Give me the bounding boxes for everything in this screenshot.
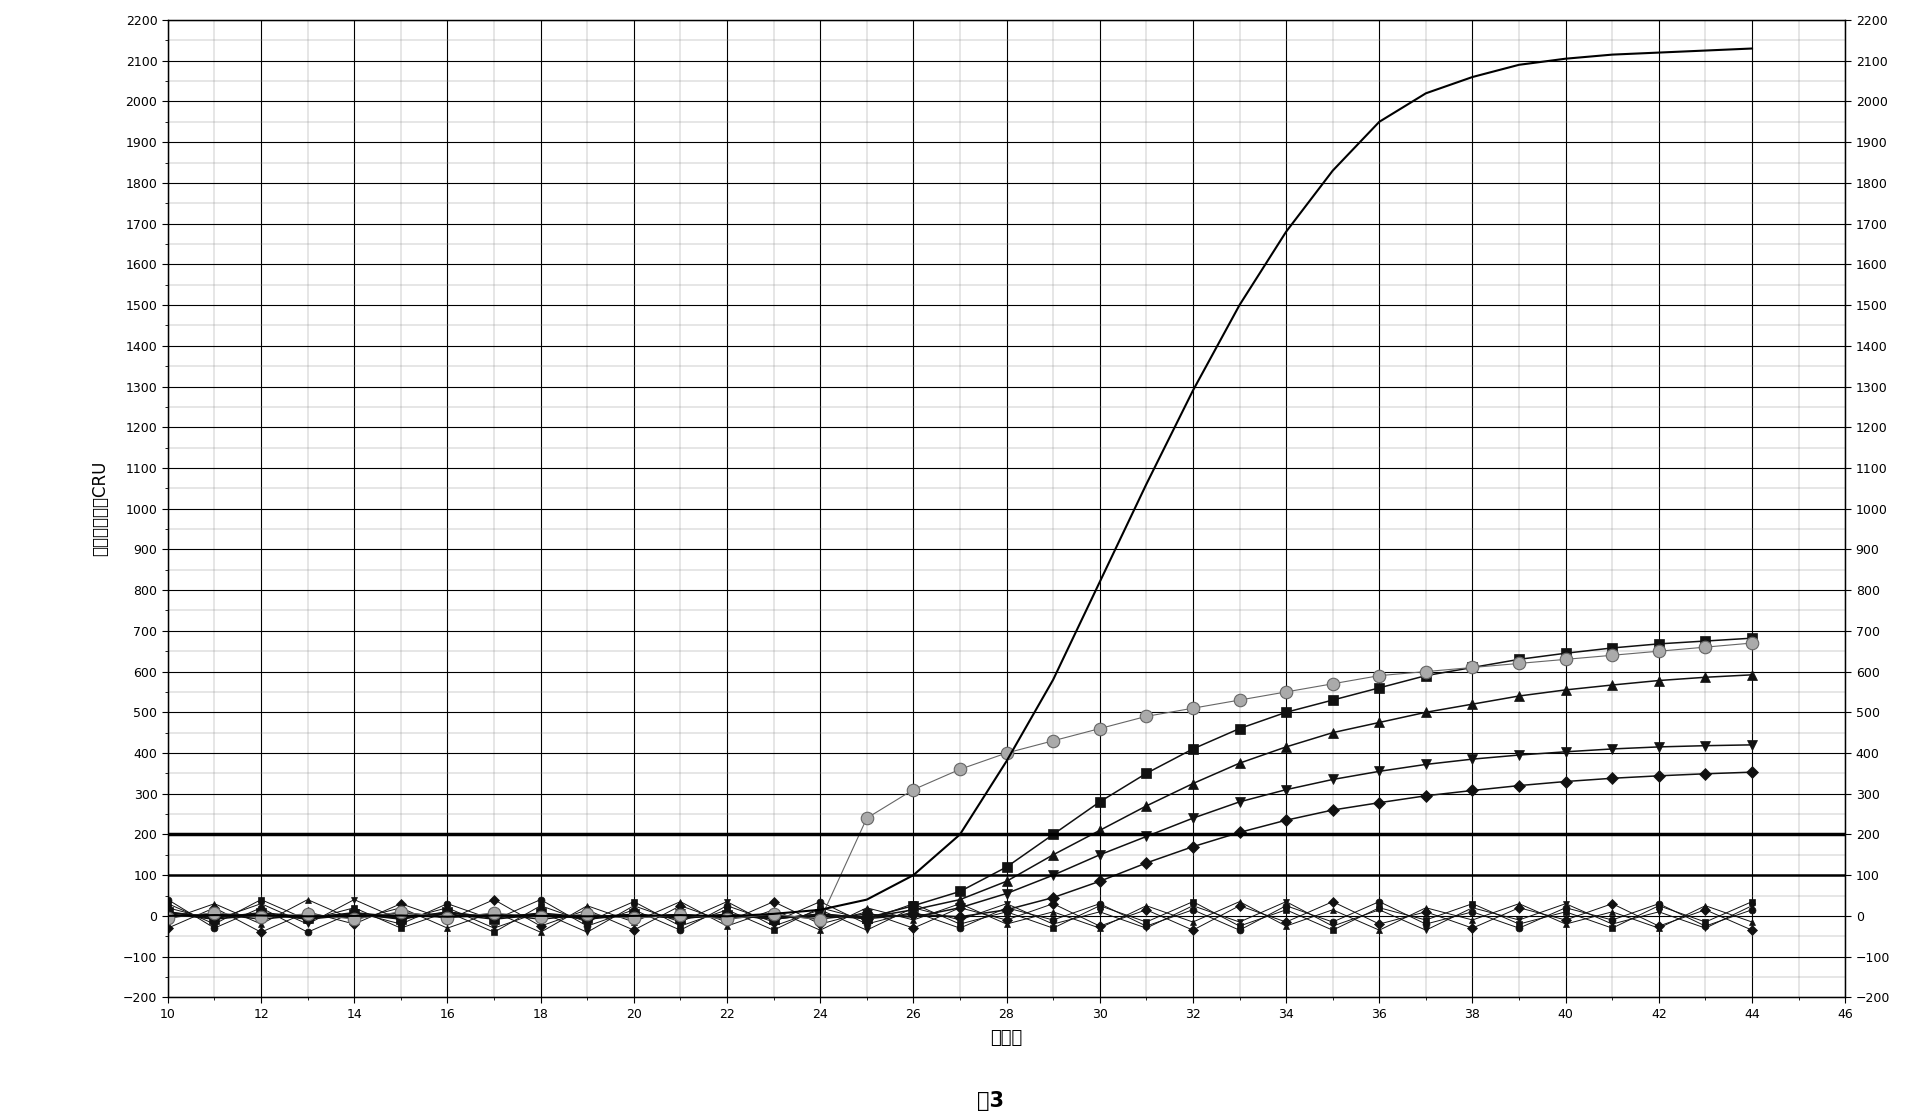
Text: 图3: 图3 [977,1091,1004,1111]
Y-axis label: 相对荧光强度CRU: 相对荧光强度CRU [91,461,109,557]
X-axis label: 循环数: 循环数 [991,1029,1023,1048]
